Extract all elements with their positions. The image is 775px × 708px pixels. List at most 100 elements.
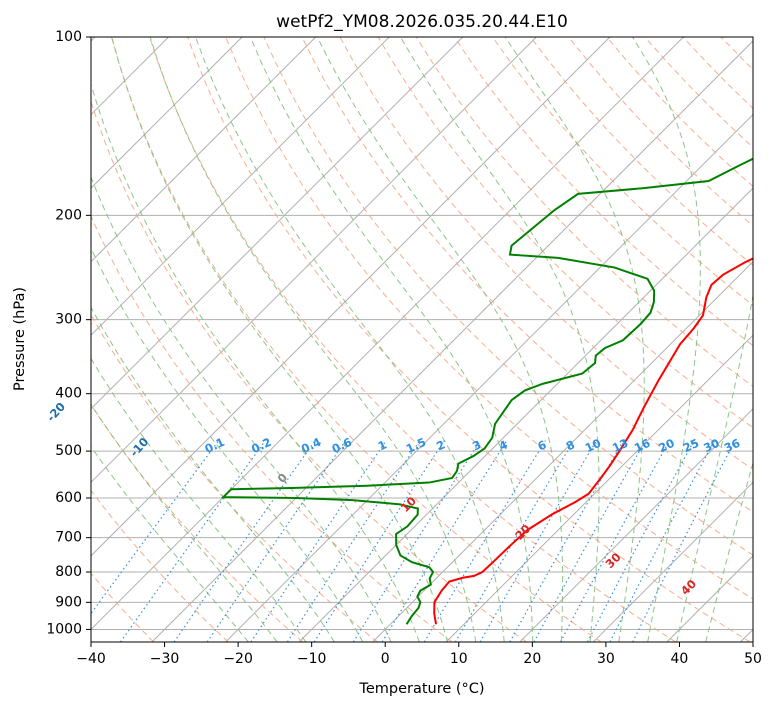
mixing-ratio-line-4 <box>381 440 508 642</box>
grid-lines <box>91 37 753 642</box>
moist-adiabat-24 <box>316 37 564 642</box>
isotherm-20 <box>519 408 753 642</box>
dry-adiabat-370 <box>377 37 753 429</box>
y-tick-label: 1000 <box>46 621 82 637</box>
dry-adiabat-260 <box>91 403 304 642</box>
x-tick-label: −10 <box>297 651 327 667</box>
temperature-profile-line <box>433 257 753 625</box>
chart-title: wetPf2_YM08.2026.035.20.44.E10 <box>276 12 568 32</box>
dry-adiabat-350 <box>301 37 753 513</box>
moist-adiabat-8 <box>111 37 449 642</box>
dewpoint-profile-line <box>220 157 753 625</box>
dry-adiabat-330 <box>225 37 753 600</box>
mixing-ratio-line-36 <box>632 440 736 642</box>
isotherm--50 <box>91 37 611 557</box>
moist-adiabat-32 <box>504 37 645 642</box>
moist-adiabat-12 <box>149 37 477 642</box>
isotherm-30 <box>592 481 753 642</box>
dry-adiabat-390 <box>453 37 753 347</box>
x-tick-label: 0 <box>381 651 390 667</box>
moist-adiabat--12 <box>91 357 307 642</box>
isotherm--70 <box>91 37 464 410</box>
x-tick-label: −40 <box>76 651 106 667</box>
moist-adiabat--4 <box>91 247 364 642</box>
plot-background <box>91 37 753 642</box>
y-tick-label: 100 <box>55 29 82 45</box>
y-tick-label: 400 <box>55 386 82 402</box>
x-tick-label: −30 <box>150 651 180 667</box>
dry-adiabat-400 <box>492 37 753 306</box>
moist-adiabat-40 <box>676 293 753 642</box>
dry-adiabat-310 <box>149 37 676 642</box>
dry-adiabat-280 <box>91 215 453 642</box>
mixing-ratio-line-3 <box>352 440 481 642</box>
mixing-ratio-label: 36 <box>722 436 742 455</box>
x-tick-label: −20 <box>223 651 253 667</box>
isotherm-10 <box>445 334 753 642</box>
mixing-ratio-line-1.5 <box>286 440 421 642</box>
x-tick-label: 40 <box>671 651 689 667</box>
plot-frame <box>90 36 754 643</box>
dry-adiabat-label: -20 <box>44 400 68 425</box>
x-tick-label: 10 <box>450 651 468 667</box>
moist-adiabat-44 <box>705 461 753 642</box>
y-tick-label: 700 <box>55 530 82 546</box>
isotherm--90 <box>91 37 317 263</box>
isotherm--10 <box>298 187 753 642</box>
mixing-ratio-label: 30 <box>701 436 721 455</box>
isotherm--30 <box>151 40 753 642</box>
moist-adiabat--8 <box>91 306 335 642</box>
y-tick-label: 800 <box>55 564 82 580</box>
y-axis-ticks: 100 200 300 400 500 600 700 800 900 1000 <box>46 29 91 637</box>
mixing-ratio-label: 20 <box>656 436 676 455</box>
moist-adiabat-4 <box>91 82 420 642</box>
moist-adiabat-28 <box>400 37 600 642</box>
x-axis-ticks: −40 −30 −20 −10 0 10 20 30 40 50 <box>76 642 762 667</box>
y-tick-label: 300 <box>55 312 82 328</box>
x-axis-title: Temperature (°C) <box>358 681 484 697</box>
mixing-ratio-label: 25 <box>681 436 701 455</box>
isotherm--100 <box>91 37 243 189</box>
moist-adiabat--16 <box>91 403 278 642</box>
mixing-ratio-line-0.4 <box>173 440 316 642</box>
mixing-ratio-line-16 <box>533 440 647 642</box>
mixing-ratio-line-10 <box>479 440 597 642</box>
isotherm--80 <box>91 37 390 336</box>
moist-adiabat-20 <box>249 37 534 642</box>
isotherm--60 <box>91 37 537 484</box>
y-tick-label: 900 <box>55 594 82 610</box>
dry-adiabat-320 <box>187 37 751 642</box>
y-tick-label: 600 <box>55 490 82 506</box>
dry-adiabat-270 <box>91 313 378 642</box>
dry-adiabat-300 <box>110 37 602 642</box>
isotherm-0 <box>372 260 753 642</box>
mixing-ratio-line-30 <box>609 440 716 642</box>
dry-adiabat-340 <box>263 37 753 556</box>
isotherm--40 <box>91 37 684 631</box>
moist-adiabat-36 <box>632 37 701 642</box>
x-tick-label: 20 <box>523 651 541 667</box>
y-tick-label: 200 <box>55 207 82 223</box>
mixing-ratio-line-13 <box>509 440 625 642</box>
dry-adiabat-250 <box>91 489 229 642</box>
moist-adiabat-16 <box>195 37 505 642</box>
moist-adiabat--20 <box>91 445 249 642</box>
isotherm--20 <box>225 113 753 642</box>
y-axis-title: Pressure (hPa) <box>12 287 28 391</box>
mixing-ratio-label: 10 <box>583 436 603 455</box>
y-tick-label: 500 <box>55 443 82 459</box>
mixing-ratio-line-8 <box>454 440 575 642</box>
mixing-ratio-label: 16 <box>632 436 652 455</box>
mixing-ratio-line-6 <box>423 440 546 642</box>
x-tick-label: 50 <box>744 651 762 667</box>
dry-adiabat-470 <box>759 37 775 642</box>
mixing-ratio-line-0.2 <box>119 440 266 642</box>
sounding-profiles <box>220 157 753 625</box>
x-tick-label: 30 <box>597 651 615 667</box>
mixing-ratio-line-20 <box>559 440 671 642</box>
dry-adiabat-360 <box>339 37 753 471</box>
mixing-ratio-line-25 <box>587 440 695 642</box>
dry-adiabat-380 <box>415 37 753 387</box>
background-lines <box>91 37 775 642</box>
